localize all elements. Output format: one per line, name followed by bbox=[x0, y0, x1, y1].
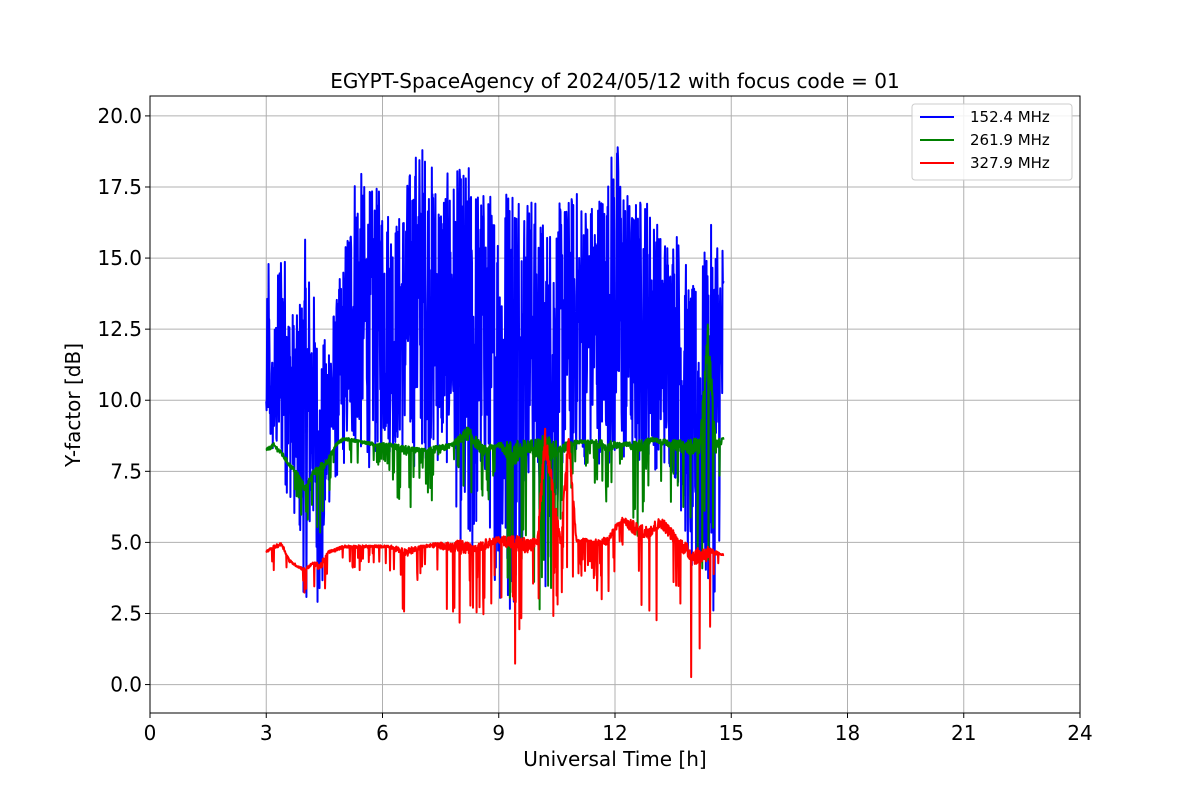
x-tick-label: 24 bbox=[1067, 721, 1092, 745]
y-tick-label: 7.5 bbox=[110, 459, 142, 483]
x-axis: 0 3 6 9 12 15 18 21 24 bbox=[144, 713, 1093, 745]
legend-label: 327.9 MHz bbox=[970, 154, 1050, 172]
y-axis-label: Y-factor [dB] bbox=[61, 343, 85, 468]
legend-label: 261.9 MHz bbox=[970, 131, 1050, 149]
x-tick-label: 0 bbox=[144, 721, 157, 745]
legend-box bbox=[911, 103, 1073, 181]
y-tick-label: 17.5 bbox=[97, 175, 142, 199]
series-line bbox=[265, 146, 725, 612]
series-line bbox=[265, 323, 725, 611]
x-tick-label: 6 bbox=[376, 721, 389, 745]
y-tick-label: 5.0 bbox=[110, 530, 142, 554]
y-tick-label: 12.5 bbox=[97, 317, 142, 341]
y-axis: 0.0 2.5 5.0 7.5 10.0 12.5 15.0 17.5 20.0 bbox=[97, 104, 150, 697]
plot-area bbox=[265, 146, 725, 679]
chart-title: EGYPT-SpaceAgency of 2024/05/12 with foc… bbox=[330, 69, 899, 93]
x-tick-label: 15 bbox=[719, 721, 744, 745]
x-axis-label: Universal Time [h] bbox=[523, 747, 706, 771]
x-tick-label: 18 bbox=[835, 721, 860, 745]
series-line bbox=[265, 427, 725, 679]
y-tick-label: 2.5 bbox=[110, 601, 142, 625]
y-tick-label: 15.0 bbox=[97, 246, 142, 270]
legend-label: 152.4 MHz bbox=[970, 108, 1050, 126]
legend: 152.4 MHz 261.9 MHz 327.9 MHz bbox=[911, 103, 1073, 181]
x-tick-label: 3 bbox=[260, 721, 273, 745]
x-tick-label: 21 bbox=[951, 721, 976, 745]
x-tick-label: 9 bbox=[492, 721, 505, 745]
traces bbox=[265, 146, 725, 679]
y-tick-label: 20.0 bbox=[97, 104, 142, 128]
y-tick-label: 0.0 bbox=[110, 673, 142, 697]
x-tick-label: 12 bbox=[602, 721, 627, 745]
y-tick-label: 10.0 bbox=[97, 388, 142, 412]
